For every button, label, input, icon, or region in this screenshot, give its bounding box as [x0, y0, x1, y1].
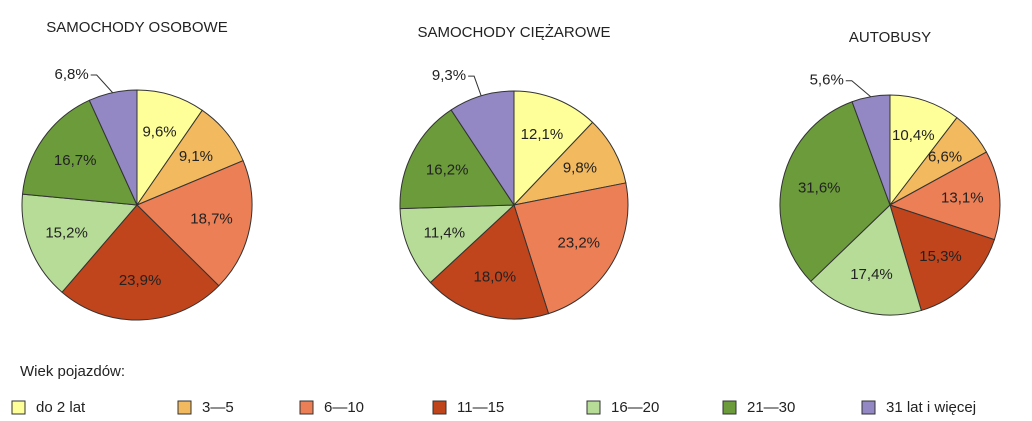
legend-label: 11—15: [457, 399, 504, 416]
pie-slice: [889, 204, 996, 312]
data-label: 6,8%: [54, 66, 88, 83]
legend-swatch: [11, 400, 26, 415]
pie-slice: [429, 204, 550, 320]
legend-swatch: [432, 400, 447, 415]
legend-title: Wiek pojazdów:: [20, 363, 125, 380]
data-label: 12,1%: [521, 126, 564, 143]
data-label: 9,8%: [563, 160, 597, 177]
legend-swatch: [586, 400, 601, 415]
legend-swatch: [299, 400, 314, 415]
data-label: 9,3%: [432, 67, 466, 84]
data-label: 18,7%: [190, 210, 233, 227]
pie-slice: [399, 109, 515, 210]
pie-slice: [513, 182, 629, 315]
data-label: 11,4%: [424, 225, 465, 242]
legend-swatch: [177, 400, 192, 415]
pie-slice: [21, 193, 139, 293]
pie-slice: [513, 90, 594, 207]
pie-slice: [21, 99, 138, 206]
data-label: 9,1%: [179, 148, 213, 165]
data-label: 13,1%: [941, 189, 984, 206]
legend-label: 21—30: [747, 399, 795, 416]
data-label: 16,7%: [54, 152, 97, 169]
legend-swatch: [722, 400, 737, 415]
legend-label: 31 lat i więcej: [886, 399, 976, 416]
chart-title: SAMOCHODY CIĘŻAROWE: [417, 23, 610, 41]
leader-line: [845, 80, 872, 98]
pie-slice: [779, 101, 891, 283]
pie-slice: [136, 160, 253, 287]
data-label: 5,6%: [810, 72, 844, 89]
data-label: 6,6%: [928, 149, 962, 166]
legend-label: do 2 lat: [36, 399, 86, 416]
legend-label: 16—20: [611, 399, 659, 416]
data-label: 15,3%: [919, 248, 962, 265]
data-label: 17,4%: [850, 266, 893, 283]
pie-slice: [61, 204, 220, 321]
data-label: 31,6%: [798, 180, 841, 197]
leader-line: [90, 74, 113, 93]
legend-label: 3—5: [202, 399, 234, 416]
pie-slice: [399, 204, 516, 284]
data-label: 18,0%: [474, 269, 517, 286]
chart-title: AUTOBUSY: [849, 29, 931, 46]
legend-swatch: [861, 400, 876, 415]
data-label: 23,9%: [119, 272, 162, 289]
data-label: 10,4%: [892, 127, 935, 144]
data-label: 9,6%: [142, 123, 176, 140]
legend-label: 6—10: [324, 399, 364, 416]
pie-slice: [851, 94, 891, 206]
pie-slice: [888, 151, 1001, 241]
pie-slice: [88, 89, 138, 206]
leader-line: [468, 75, 482, 96]
data-label: 15,2%: [45, 224, 88, 241]
pie-slice: [810, 204, 922, 316]
chart-title: SAMOCHODY OSOBOWE: [46, 19, 227, 36]
data-label: 23,2%: [557, 234, 600, 251]
data-label: 16,2%: [426, 161, 469, 178]
pie-slice: [889, 94, 958, 207]
